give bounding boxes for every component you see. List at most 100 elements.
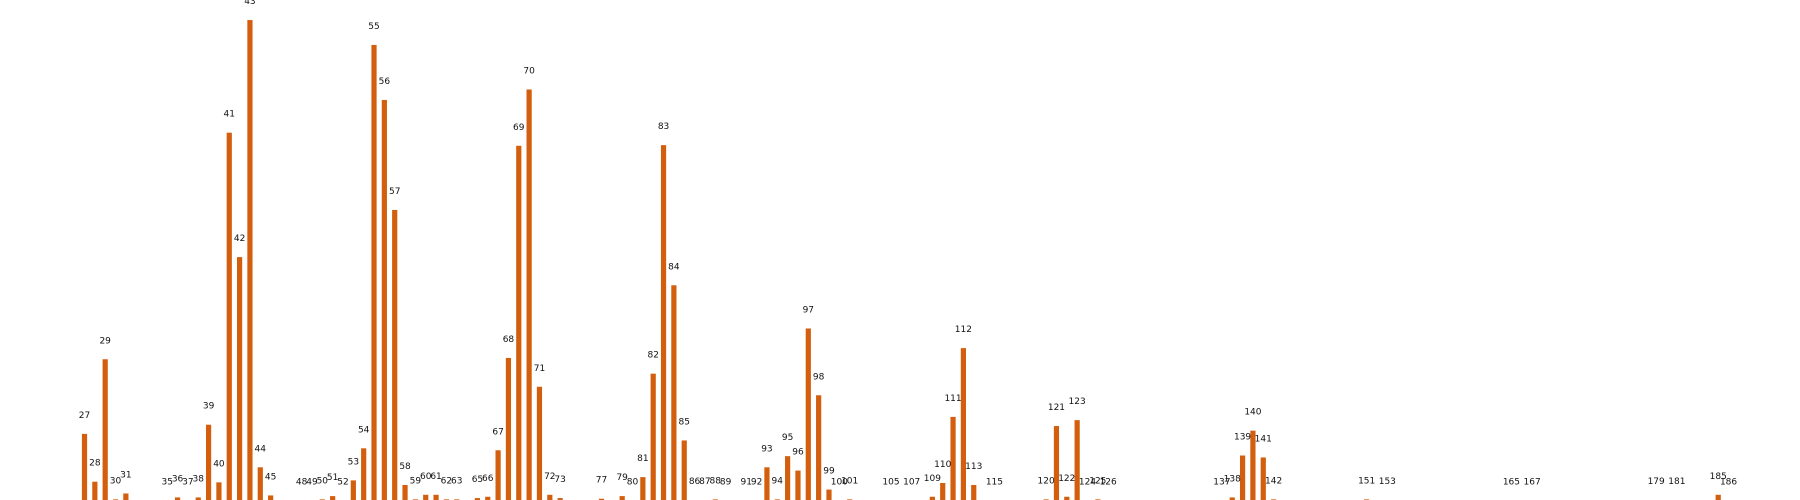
bar-label-94: 94 <box>772 476 784 486</box>
bar-label-73: 73 <box>554 475 565 485</box>
bar-label-79: 79 <box>616 473 628 483</box>
bar-label-139: 139 <box>1234 433 1251 443</box>
bar-label-97: 97 <box>803 305 814 315</box>
bar-label-91: 91 <box>741 478 752 488</box>
bar-label-121: 121 <box>1048 403 1065 413</box>
bar-38 <box>195 497 201 500</box>
bar-label-38: 38 <box>193 474 205 484</box>
bar-56 <box>381 99 387 500</box>
bar-31 <box>123 493 129 500</box>
bar-121 <box>1053 426 1060 500</box>
bar-label-28: 28 <box>89 459 101 469</box>
bar-label-181: 181 <box>1668 477 1685 487</box>
bar-label-109: 109 <box>924 474 941 484</box>
bar-139 <box>1239 455 1246 500</box>
bar-label-86: 86 <box>689 477 701 487</box>
bar-98 <box>816 395 822 500</box>
bar-label-98: 98 <box>813 372 825 382</box>
bar-70 <box>526 89 532 500</box>
bar-79 <box>619 496 625 500</box>
bar-label-43: 43 <box>244 0 255 7</box>
bar-label-96: 96 <box>792 448 804 458</box>
bar-label-50: 50 <box>317 476 329 486</box>
bar-138 <box>1229 497 1235 500</box>
bar-185 <box>1715 494 1721 500</box>
bar-65 <box>474 498 481 500</box>
bar-77 <box>598 498 605 500</box>
bar-label-82: 82 <box>647 351 658 361</box>
bar-54 <box>361 448 367 500</box>
bar-label-81: 81 <box>637 454 648 464</box>
bar-label-120: 120 <box>1038 476 1055 486</box>
bar-113 <box>971 484 977 500</box>
bar-112 <box>960 348 966 500</box>
bar-label-179: 179 <box>1648 477 1665 487</box>
bar-label-101: 101 <box>841 476 858 486</box>
bar-39 <box>205 424 212 500</box>
bar-110 <box>940 483 946 500</box>
bar-36 <box>174 497 181 500</box>
bar-label-83: 83 <box>658 122 669 132</box>
bar-122 <box>1064 496 1070 500</box>
bar-label-41: 41 <box>224 110 235 120</box>
bar-58 <box>402 484 408 500</box>
bar-label-36: 36 <box>172 474 184 484</box>
bar-label-77: 77 <box>596 476 607 486</box>
bar-label-113: 113 <box>965 462 982 472</box>
bar-97 <box>805 328 811 500</box>
bar-label-65: 65 <box>472 475 483 485</box>
bar-label-54: 54 <box>358 425 370 435</box>
bar-label-35: 35 <box>161 478 172 488</box>
bar-53 <box>350 480 356 500</box>
bar-label-67: 67 <box>492 427 503 437</box>
bar-label-27: 27 <box>79 411 90 421</box>
bar-label-60: 60 <box>420 472 432 482</box>
bar-label-151: 151 <box>1358 476 1375 486</box>
bar-label-100: 100 <box>831 478 848 488</box>
bar-141 <box>1260 457 1266 500</box>
bar-43 <box>247 20 253 500</box>
bar-123 <box>1074 420 1080 500</box>
bar-label-40: 40 <box>213 459 225 469</box>
bar-label-66: 66 <box>482 474 494 484</box>
bar-label-138: 138 <box>1224 474 1241 484</box>
bar-label-137: 137 <box>1213 478 1230 488</box>
bar-68 <box>505 357 512 500</box>
bar-28 <box>92 481 98 500</box>
bar-61 <box>433 494 439 500</box>
bar-label-63: 63 <box>451 476 462 486</box>
bar-label-51: 51 <box>327 473 338 483</box>
bar-label-52: 52 <box>337 478 348 488</box>
bar-55 <box>371 44 377 500</box>
bar-label-45: 45 <box>265 472 276 482</box>
bar-label-185: 185 <box>1710 472 1727 482</box>
bar-label-92: 92 <box>751 478 762 488</box>
bar-71 <box>536 386 543 500</box>
bar-29 <box>102 359 108 500</box>
bar-label-142: 142 <box>1265 476 1282 486</box>
bar-label-140: 140 <box>1244 408 1261 418</box>
bar-label-105: 105 <box>882 478 899 488</box>
bar-label-49: 49 <box>306 478 318 488</box>
bar-label-89: 89 <box>720 478 732 488</box>
bar-label-186: 186 <box>1720 478 1737 488</box>
bar-label-59: 59 <box>410 476 422 486</box>
bar-label-125: 125 <box>1089 476 1106 486</box>
bar-109 <box>929 496 935 500</box>
bar-label-37: 37 <box>182 478 193 488</box>
bar-label-93: 93 <box>761 444 772 454</box>
bar-label-80: 80 <box>627 478 639 488</box>
bar-label-39: 39 <box>203 402 215 412</box>
bar-label-87: 87 <box>699 477 710 487</box>
bar-label-58: 58 <box>399 462 411 472</box>
bar-label-29: 29 <box>99 336 111 346</box>
bar-label-124: 124 <box>1079 478 1096 488</box>
bar-label-122: 122 <box>1058 474 1075 484</box>
bar-label-55: 55 <box>368 22 379 32</box>
bar-label-70: 70 <box>523 66 535 76</box>
bar-111 <box>950 416 956 500</box>
bar-label-61: 61 <box>430 472 441 482</box>
bar-60 <box>423 494 429 500</box>
bar-label-48: 48 <box>296 478 308 488</box>
